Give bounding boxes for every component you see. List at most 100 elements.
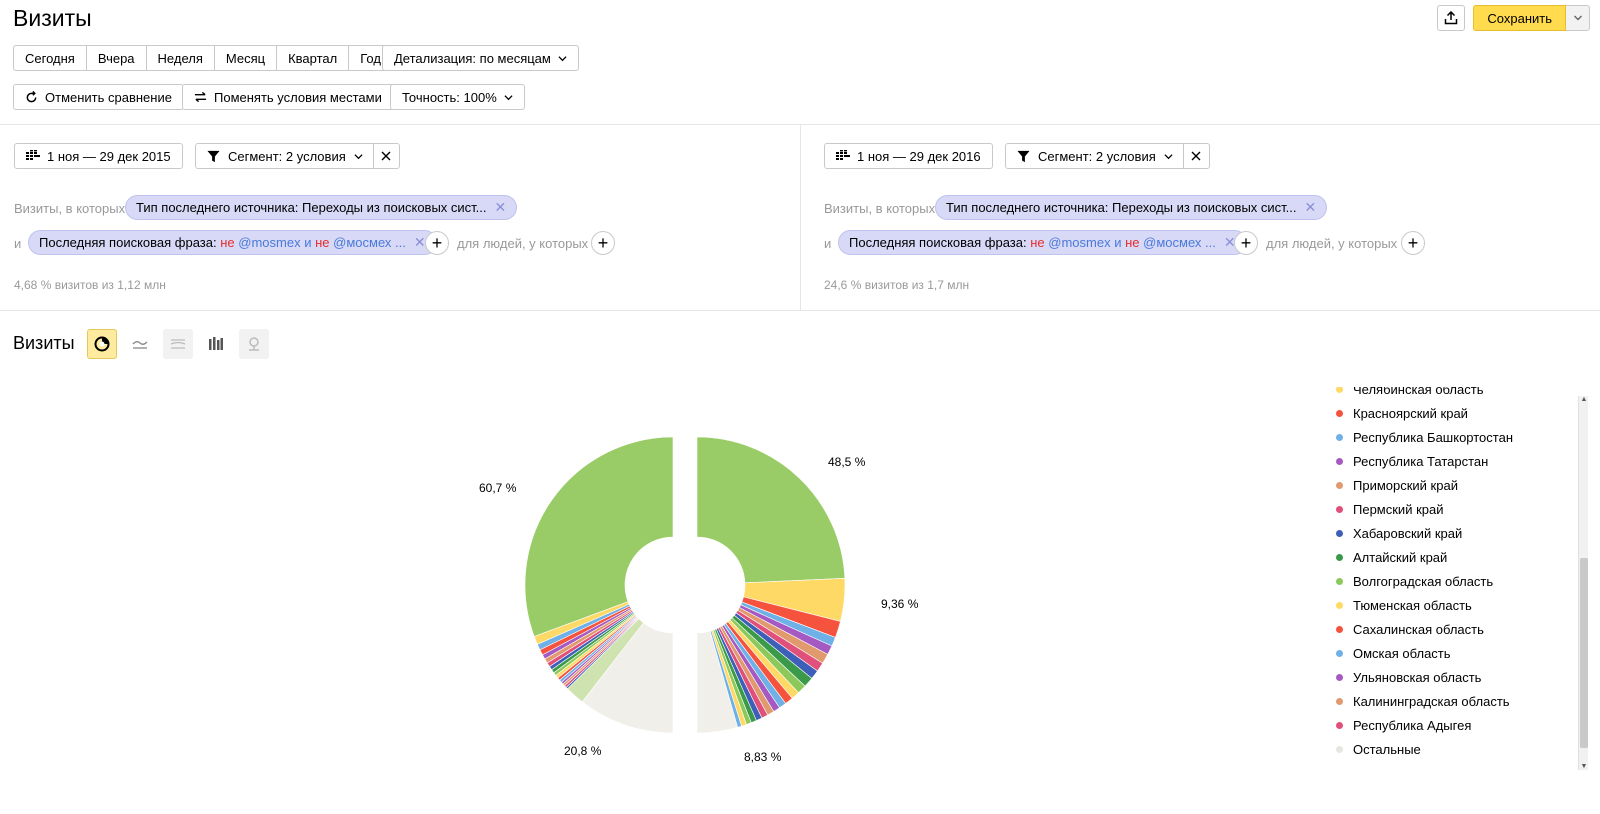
legend-scrollbar[interactable]: ▲ ▼	[1578, 396, 1588, 770]
segment-clear-button[interactable]	[1182, 144, 1209, 168]
export-button[interactable]	[1437, 5, 1466, 31]
plus-icon: +	[431, 233, 443, 253]
pie-slice[interactable]	[581, 622, 674, 734]
period-yesterday[interactable]: Вчера	[86, 45, 147, 71]
legend-label: Сахалинская область	[1353, 621, 1484, 637]
legend-color-dot	[1336, 577, 1343, 585]
condition-text: Тип последнего источника: Переходы из по…	[946, 200, 1297, 215]
segment-dropdown[interactable]: Сегмент: 2 условия	[1005, 143, 1210, 169]
legend-color-dot	[1336, 649, 1343, 657]
chevron-down-icon	[1164, 153, 1173, 159]
save-menu-button[interactable]	[1566, 5, 1590, 31]
segment-dropdown[interactable]: Сегмент: 2 условия	[195, 143, 400, 169]
scroll-down-icon[interactable]: ▼	[1580, 763, 1588, 770]
condition-chip[interactable]: Последняя поисковая фраза: не @mosmex и …	[28, 230, 437, 255]
legend-item[interactable]: Приморский край	[1336, 473, 1576, 497]
legend-label: Омская область	[1353, 645, 1451, 661]
line-chart-button[interactable]	[125, 329, 155, 359]
scroll-thumb[interactable]	[1580, 558, 1588, 748]
legend-color-dot	[1336, 529, 1343, 537]
pie-slice[interactable]	[696, 436, 846, 584]
legend-item[interactable]: Сахалинская область	[1336, 617, 1576, 641]
visits-where-label: Визиты, в которых	[14, 201, 126, 216]
line-chart-icon	[132, 341, 148, 349]
legend-item[interactable]: Алтайский край	[1336, 545, 1576, 569]
pie-slice[interactable]	[524, 436, 674, 637]
legend-item[interactable]: Волгоградская область	[1336, 569, 1576, 593]
legend-label: Приморский край	[1353, 477, 1458, 493]
data-label: 48,5 %	[828, 455, 866, 469]
add-people-condition-button[interactable]: +	[1401, 231, 1425, 255]
area-chart-button[interactable]	[163, 329, 193, 359]
date-range-button[interactable]: 1 ноя — 29 дек 2015	[14, 143, 183, 169]
chevron-down-icon	[1573, 15, 1582, 21]
legend-color-dot	[1336, 601, 1343, 609]
add-condition-button[interactable]: +	[425, 231, 449, 255]
scroll-up-icon[interactable]: ▲	[1580, 396, 1588, 403]
and-label: и	[824, 236, 832, 251]
close-icon[interactable]: ✕	[1223, 234, 1236, 250]
pie-slice[interactable]	[696, 630, 738, 734]
period-selector: Сегодня Вчера Неделя Месяц Квартал Год	[13, 45, 393, 71]
legend-color-dot	[1336, 721, 1343, 729]
condition-chip[interactable]: Тип последнего источника: Переходы из по…	[935, 195, 1328, 220]
legend-item[interactable]: Красноярский край	[1336, 401, 1576, 425]
data-label: 9,36 %	[881, 597, 919, 611]
period-today[interactable]: Сегодня	[13, 45, 87, 71]
calendar-icon	[836, 150, 850, 160]
close-icon[interactable]: ✕	[1304, 199, 1317, 215]
legend-label: Волгоградская область	[1353, 573, 1494, 589]
legend-label: Красноярский край	[1353, 405, 1468, 421]
legend-label: Калининградская область	[1353, 693, 1510, 709]
data-label: 20,8 %	[564, 744, 602, 758]
condition-chip[interactable]: Тип последнего источника: Переходы из по…	[125, 195, 518, 220]
close-icon	[381, 151, 391, 161]
period-month[interactable]: Месяц	[214, 45, 278, 71]
legend-label: Тюменская область	[1353, 597, 1472, 613]
legend-item[interactable]: Калининградская область	[1336, 689, 1576, 713]
legend-label: Алтайский край	[1353, 549, 1448, 565]
period-quarter[interactable]: Квартал	[277, 45, 350, 71]
legend-item[interactable]: Республика Татарстан	[1336, 449, 1576, 473]
legend-color-dot	[1336, 387, 1343, 393]
segment-clear-button[interactable]	[372, 144, 399, 168]
add-condition-button[interactable]: +	[1234, 231, 1258, 255]
detail-dropdown[interactable]: Детализация: по месяцам	[382, 45, 579, 71]
legend-item[interactable]: Остальные	[1336, 737, 1576, 761]
close-icon[interactable]: ✕	[413, 234, 426, 250]
accuracy-dropdown[interactable]: Точность: 100%	[390, 84, 525, 110]
swap-conditions-button[interactable]: Поменять условия местами	[182, 84, 394, 110]
data-label: 60,7 %	[479, 481, 517, 495]
condition-text: Последняя поисковая фраза: не @mosmex и …	[849, 235, 1216, 250]
refresh-icon	[26, 90, 37, 102]
condition-chip[interactable]: Последняя поисковая фраза: не @mosmex и …	[838, 230, 1247, 255]
pie-chart-button[interactable]	[87, 329, 117, 359]
legend-label: Челябинская область	[1353, 387, 1484, 397]
legend-label: Республика Адыгея	[1353, 717, 1472, 733]
pie-chart	[524, 436, 846, 734]
add-people-condition-button[interactable]: +	[591, 231, 615, 255]
plus-icon: +	[1407, 233, 1419, 253]
legend-item[interactable]: Хабаровский край	[1336, 521, 1576, 545]
swap-conditions-label: Поменять условия местами	[214, 89, 382, 105]
map-button[interactable]	[239, 329, 269, 359]
map-pin-icon	[249, 337, 259, 351]
legend-item[interactable]: Республика Башкортостан	[1336, 425, 1576, 449]
legend-item[interactable]: Ульяновская область	[1336, 665, 1576, 689]
legend-item[interactable]: Тюменская область	[1336, 593, 1576, 617]
legend-item[interactable]: Омская область	[1336, 641, 1576, 665]
accuracy-label: Точность: 100%	[402, 89, 497, 105]
cancel-compare-button[interactable]: Отменить сравнение	[13, 84, 184, 110]
bar-chart-button[interactable]	[201, 329, 231, 359]
legend-item[interactable]: Челябинская область	[1336, 387, 1576, 401]
period-week[interactable]: Неделя	[146, 45, 215, 71]
legend-item[interactable]: Пермский край	[1336, 497, 1576, 521]
save-button[interactable]: Сохранить	[1473, 5, 1566, 31]
legend-label: Республика Татарстан	[1353, 453, 1489, 469]
legend-item[interactable]: Республика Адыгея	[1336, 713, 1576, 737]
close-icon[interactable]: ✕	[494, 199, 507, 215]
upload-icon	[1445, 11, 1458, 25]
legend-color-dot	[1336, 481, 1343, 489]
plus-icon: +	[597, 233, 609, 253]
date-range-button[interactable]: 1 ноя — 29 дек 2016	[824, 143, 993, 169]
